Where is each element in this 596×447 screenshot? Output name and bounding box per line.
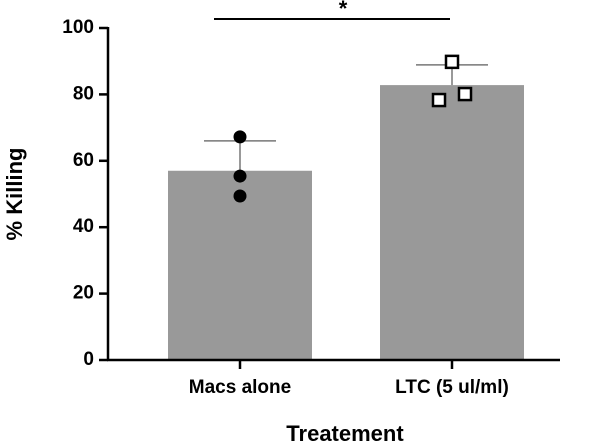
data-point [457,86,473,102]
y-axis-title: % Killing [2,148,27,241]
y-tick-label: 80 [73,83,94,104]
x-tick-label: LTC (5 ul/ml) [395,377,509,398]
bar [380,85,524,360]
y-tick-label: 40 [73,216,94,237]
x-axis-title: Treatement [286,421,404,446]
data-point [233,169,247,183]
y-tick-label: 100 [62,17,94,38]
y-tick-label: 60 [73,150,94,171]
data-point [444,54,460,70]
data-point [233,130,247,144]
y-tick-label: 0 [83,349,94,370]
data-point [431,92,447,108]
x-tick-label: Macs alone [189,377,291,398]
significance-label: * [339,0,348,21]
data-point [233,189,247,203]
error-bar [204,140,276,171]
y-tick-label: 20 [73,283,94,304]
